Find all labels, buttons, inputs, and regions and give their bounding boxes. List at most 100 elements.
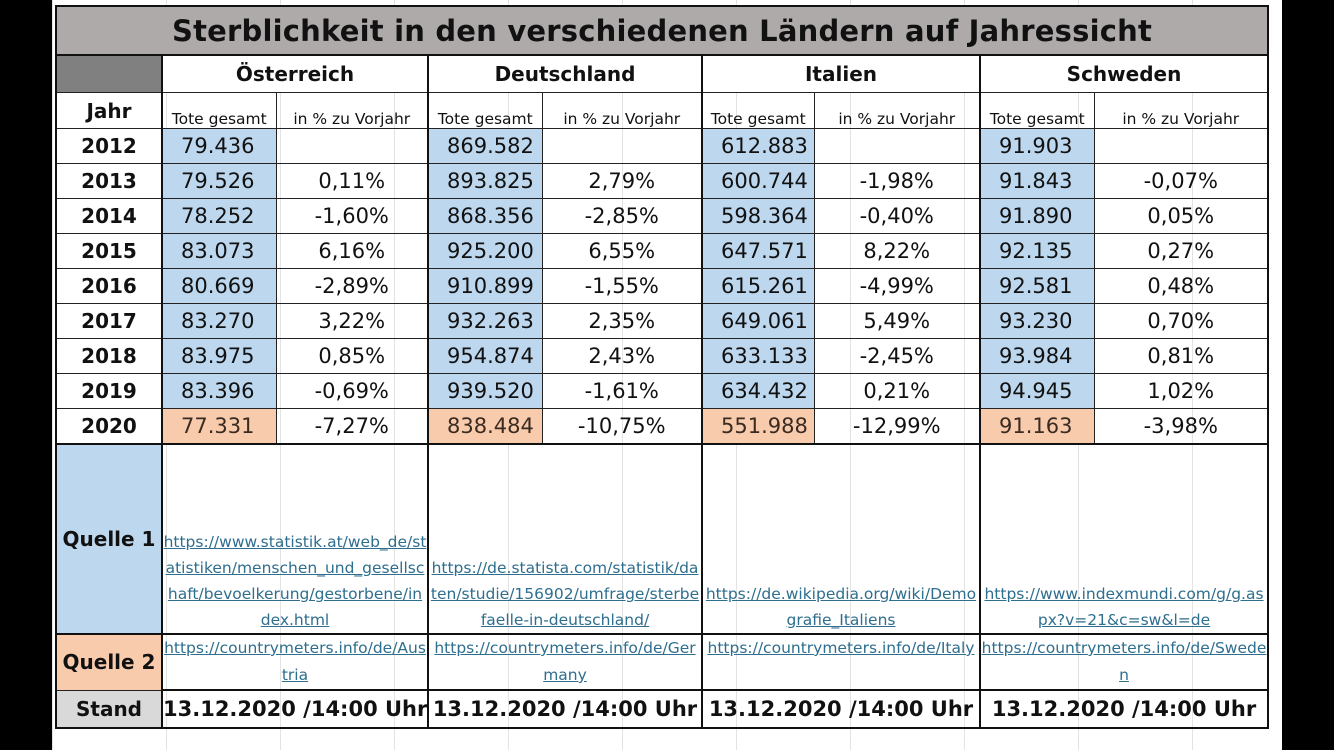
total-deaths-header: Tote gesamt bbox=[161, 92, 277, 129]
pct-change-cell: 6,16% bbox=[275, 233, 429, 269]
total-deaths-header: Tote gesamt bbox=[427, 92, 543, 129]
source1-cell: https://de.wikipedia.org/wiki/Demografie… bbox=[701, 443, 981, 635]
total-deaths-cell: 91.843 bbox=[979, 163, 1095, 199]
total-deaths-cell: 954.874 bbox=[427, 338, 543, 374]
pct-change-cell: 0,81% bbox=[1093, 338, 1270, 374]
total-deaths-cell: 925.200 bbox=[427, 233, 543, 269]
stand-row: Stand 13.12.2020 /14:00 Uhr 13.12.2020 /14… bbox=[55, 689, 1270, 729]
pct-change-cell: 3,22% bbox=[275, 303, 429, 339]
year-cell: 2017 bbox=[55, 303, 163, 339]
pct-change-cell: 0,05% bbox=[1093, 198, 1270, 234]
pct-change-cell: -2,45% bbox=[813, 338, 981, 374]
stand-cell: 13.12.2020 /14:00 Uhr bbox=[701, 689, 981, 729]
table-title: Sterblichkeit in den verschiedenen Lände… bbox=[54, 5, 1270, 56]
source1-row: Quelle 1 https://www.statistik.at/web_de/… bbox=[55, 443, 1270, 635]
total-deaths-cell: 615.261 bbox=[701, 268, 815, 304]
table-row: 2017 83.270 3,22% 932.263 2,35% 649.061 5,49% 9… bbox=[55, 303, 1270, 339]
country-header-austria: Österreich bbox=[161, 54, 429, 93]
stand-label: Stand bbox=[55, 689, 163, 729]
source1-label: Quelle 1 bbox=[55, 443, 163, 635]
year-cell: 2014 bbox=[55, 198, 163, 234]
source2-link[interactable]: https://countrymeters.info/de/Germany bbox=[434, 639, 696, 684]
year-cell: 2015 bbox=[55, 233, 163, 269]
source2-row: Quelle 2 https://countrymeters.info/de/Au… bbox=[55, 633, 1270, 691]
source2-cell: https://countrymeters.info/de/Italy bbox=[701, 633, 981, 691]
total-deaths-cell: 91.903 bbox=[979, 128, 1095, 164]
year-cell: 2012 bbox=[55, 128, 163, 164]
pct-change-cell: -2,89% bbox=[275, 268, 429, 304]
pct-change-cell bbox=[1093, 128, 1270, 164]
year-cell: 2013 bbox=[55, 163, 163, 199]
source1-link[interactable]: https://www.statistik.at/web_de/statisti… bbox=[163, 533, 427, 629]
country-header-germany: Deutschland bbox=[427, 54, 703, 93]
table-row: 2013 79.526 0,11% 893.825 2,79% 600.744 -1,98%… bbox=[55, 163, 1270, 199]
pct-change-cell: 0,70% bbox=[1093, 303, 1270, 339]
source1-link[interactable]: https://de.wikipedia.org/wiki/Demografie… bbox=[705, 585, 977, 629]
total-deaths-cell: 79.436 bbox=[161, 128, 277, 164]
title-row: Sterblichkeit in den verschiedenen Lände… bbox=[54, 5, 1270, 56]
pct-change-cell: 0,48% bbox=[1093, 268, 1270, 304]
total-deaths-cell: 78.252 bbox=[161, 198, 277, 234]
pct-change-cell: -1,55% bbox=[541, 268, 703, 304]
total-deaths-cell: 598.364 bbox=[701, 198, 815, 234]
source1-cell: https://de.statista.com/statistik/daten/… bbox=[427, 443, 703, 635]
pct-change-cell: 0,27% bbox=[1093, 233, 1270, 269]
total-deaths-cell: 939.520 bbox=[427, 373, 543, 409]
pct-change-cell: -10,75% bbox=[541, 408, 703, 445]
source2-cell: https://countrymeters.info/de/Germany bbox=[427, 633, 703, 691]
pct-change-cell: -4,99% bbox=[813, 268, 981, 304]
source1-link[interactable]: https://de.statista.com/statistik/daten/… bbox=[430, 559, 700, 629]
table-row: 2016 80.669 -2,89% 910.899 -1,55% 615.261 -4,9… bbox=[55, 268, 1270, 304]
source2-link[interactable]: https://countrymeters.info/de/Sweden bbox=[981, 639, 1267, 684]
stand-cell: 13.12.2020 /14:00 Uhr bbox=[427, 689, 703, 729]
total-deaths-cell: 92.581 bbox=[979, 268, 1095, 304]
total-deaths-cell: 910.899 bbox=[427, 268, 543, 304]
year-cell: 2018 bbox=[55, 338, 163, 374]
source2-cell: https://countrymeters.info/de/Austria bbox=[161, 633, 429, 691]
total-deaths-cell: 612.883 bbox=[701, 128, 815, 164]
stand-cell: 13.12.2020 /14:00 Uhr bbox=[978, 689, 1270, 729]
pct-change-cell bbox=[275, 128, 429, 164]
total-deaths-cell: 91.163 bbox=[979, 408, 1095, 445]
source2-link[interactable]: https://countrymeters.info/de/Italy bbox=[707, 639, 975, 657]
mortality-table: Sterblichkeit in den verschiedenen Lände… bbox=[54, 5, 1270, 729]
pct-change-cell: -2,85% bbox=[541, 198, 703, 234]
source2-cell: https://countrymeters.info/de/Sweden bbox=[978, 633, 1270, 691]
pct-change-cell bbox=[541, 128, 703, 164]
pct-change-cell: -0,40% bbox=[813, 198, 981, 234]
total-deaths-cell: 92.135 bbox=[979, 233, 1095, 269]
country-header-italy: Italien bbox=[701, 54, 981, 93]
total-deaths-cell: 94.945 bbox=[979, 373, 1095, 409]
total-deaths-cell: 647.571 bbox=[701, 233, 815, 269]
total-deaths-cell: 79.526 bbox=[161, 163, 277, 199]
pct-change-cell: -1,60% bbox=[275, 198, 429, 234]
year-cell: 2016 bbox=[55, 268, 163, 304]
total-deaths-cell: 83.073 bbox=[161, 233, 277, 269]
country-header-row: Österreich Deutschland Italien Schweden bbox=[55, 54, 1270, 93]
pct-change-cell: -0,07% bbox=[1093, 163, 1270, 199]
total-deaths-cell: 91.890 bbox=[979, 198, 1095, 234]
pct-change-cell: -1,98% bbox=[813, 163, 981, 199]
source1-link[interactable]: https://www.indexmundi.com/g/g.aspx?v=21… bbox=[984, 585, 1264, 629]
total-deaths-cell: 80.669 bbox=[161, 268, 277, 304]
pct-change-header: in % zu Vorjahr bbox=[1093, 92, 1270, 129]
pct-change-cell: 2,43% bbox=[541, 338, 703, 374]
pct-change-cell: -12,99% bbox=[813, 408, 981, 445]
pct-change-cell: -3,98% bbox=[1093, 408, 1270, 445]
total-deaths-cell: 600.744 bbox=[701, 163, 815, 199]
pct-change-cell: 5,49% bbox=[813, 303, 981, 339]
pct-change-cell: 0,11% bbox=[275, 163, 429, 199]
corner-cell bbox=[55, 54, 163, 93]
total-deaths-cell: 83.270 bbox=[161, 303, 277, 339]
pct-change-cell: 6,55% bbox=[541, 233, 703, 269]
pct-change-cell: 0,21% bbox=[813, 373, 981, 409]
year-cell: 2019 bbox=[55, 373, 163, 409]
table-row: 2012 79.436 869.582 612.883 91.903 bbox=[55, 128, 1270, 164]
table-row: 2020 77.331 -7,27% 838.484 -10,75% 551.988 -12… bbox=[55, 408, 1270, 445]
country-header-sweden: Schweden bbox=[978, 54, 1270, 93]
total-deaths-cell: 83.396 bbox=[161, 373, 277, 409]
total-deaths-cell: 869.582 bbox=[427, 128, 543, 164]
pct-change-cell: -7,27% bbox=[275, 408, 429, 445]
source2-link[interactable]: https://countrymeters.info/de/Austria bbox=[164, 639, 426, 684]
total-deaths-cell: 633.133 bbox=[701, 338, 815, 374]
